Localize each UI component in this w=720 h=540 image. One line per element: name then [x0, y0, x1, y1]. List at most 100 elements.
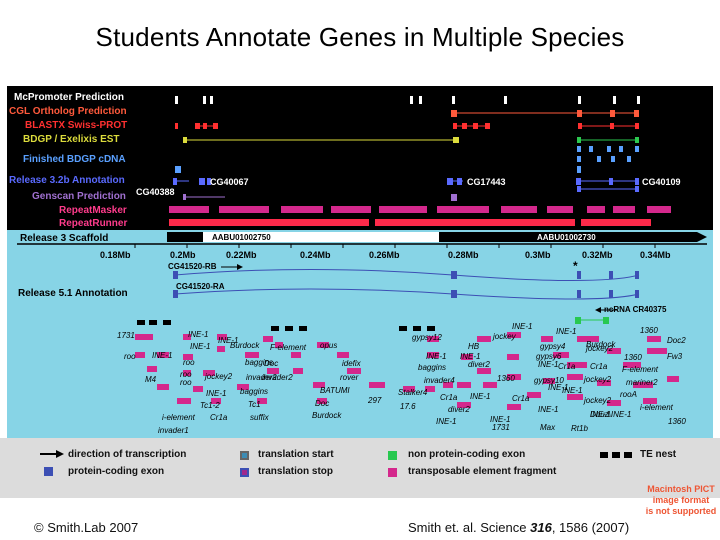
te-label: 1360	[640, 326, 658, 335]
repeatrunner-track	[169, 219, 651, 226]
te-label: 1360	[497, 374, 515, 383]
te-label: baggins	[418, 363, 447, 372]
te-label: invader1	[158, 426, 189, 435]
te-label: INE-1	[206, 389, 227, 398]
tick-label: 0.28Mb	[448, 250, 479, 260]
gene-label-cg40067: CG40067	[210, 177, 249, 187]
noncoding-exon-swatch	[388, 451, 397, 460]
te-label: gypsy12	[412, 333, 442, 342]
te-label: Tc1-2	[200, 401, 220, 410]
track-label-release32: Release 3.2b Annotation	[9, 175, 125, 186]
te-label: mariner2	[626, 378, 658, 387]
te-label: jockey2	[584, 375, 612, 384]
te-label: Doc	[315, 399, 330, 408]
te-label: Cr1a	[558, 362, 576, 371]
legend-tstop: translation stop	[258, 466, 334, 477]
tick-label: 0.2Mb	[170, 250, 196, 260]
pict-notice: Macintosh PICT image format is not suppo…	[645, 484, 717, 517]
repeatmasker-track	[169, 206, 671, 213]
te-label: INE-1	[538, 405, 559, 414]
te-label: INE-1	[562, 386, 583, 395]
te-label: Burdock	[586, 340, 616, 349]
contig-right-label: AABU01002730	[537, 233, 596, 242]
release32-track	[173, 178, 639, 192]
te-label: F-element	[270, 343, 307, 352]
te-label: gypsy10	[534, 376, 564, 385]
te-label: jockey	[493, 332, 516, 341]
te-nest-icon	[600, 452, 632, 458]
te-label: INE-1	[512, 322, 533, 331]
te-label: 1731	[492, 423, 510, 432]
te-label: INE-1	[556, 327, 577, 336]
te-label: gypsy6	[536, 352, 562, 361]
te-label: roo	[124, 352, 136, 361]
transcript-ra-label: CG41520-RA	[176, 282, 225, 291]
pict-line-3: is not supported	[645, 506, 717, 516]
track-label-repeatmasker: RepeatMasker	[59, 205, 127, 216]
te-label: INE-1	[218, 336, 239, 345]
te-label: INE-1	[490, 415, 511, 424]
legend-direction: direction of transcription	[68, 449, 187, 460]
te-label: INE-1	[590, 410, 611, 419]
te-label: jockey2	[584, 396, 612, 405]
te-label: Fw3	[667, 352, 683, 361]
te-label: 297	[368, 396, 382, 405]
gene-label-cg17443: CG17443	[467, 177, 506, 187]
legend-te: transposable element fragment	[408, 466, 557, 477]
release51-label: Release 5.1 Annotation	[18, 288, 128, 299]
gene-label-cg40388: CG40388	[136, 187, 175, 197]
te-label: Dbuz\INE-1	[590, 410, 632, 419]
translation-start-swatch	[240, 451, 249, 460]
te-label: roo	[183, 358, 195, 367]
te-label: i-element	[162, 413, 195, 422]
track-label-est: BDGP / Exelixis EST	[23, 134, 120, 145]
legend-coding: protein-coding exon	[68, 466, 165, 477]
te-nest-marks	[137, 320, 435, 331]
annotation-panel	[7, 230, 713, 438]
te-label: invader4	[424, 376, 455, 385]
te-label: Rt1b	[571, 424, 588, 433]
te-label: jockey2	[205, 372, 233, 381]
citation-pre: Smith et. al. Science	[408, 520, 531, 535]
track-label-repeatrunner: RepeatRunner	[59, 218, 128, 229]
genscan-track	[183, 194, 457, 201]
te-label: jockey2	[586, 344, 614, 353]
arrow-icon	[40, 450, 64, 458]
te-label: roo	[180, 370, 192, 379]
te-label: INE-1	[470, 392, 491, 401]
cdna-track	[175, 146, 639, 173]
coding-exon-swatch	[44, 467, 53, 476]
te-label: F-element	[622, 365, 659, 374]
te-label: Stalker4	[398, 388, 428, 397]
te-label: M4	[145, 375, 157, 384]
track-label-mcpromoter: McPromoter Prediction	[14, 92, 125, 103]
star-marker: *	[573, 259, 578, 273]
te-label: i-element	[640, 403, 673, 412]
te-label: Doc	[264, 359, 279, 368]
te-label: rover	[340, 373, 359, 382]
tick-label: 0.32Mb	[582, 250, 613, 260]
te-label: 1360	[668, 417, 686, 426]
tick-label: 0.3Mb	[525, 250, 551, 260]
te-label: HB	[468, 342, 480, 351]
est-track	[183, 137, 639, 143]
te-label: baggins	[240, 387, 269, 396]
te-label: Tc1	[248, 400, 261, 409]
tick-label: 0.34Mb	[640, 250, 671, 260]
track-label-genscan: Genscan Prediction	[32, 191, 126, 202]
footer-copyright: © Smith.Lab 2007	[34, 520, 139, 535]
te-label: 1360	[624, 353, 642, 362]
translation-stop-swatch	[240, 468, 249, 477]
legend-nest: TE nest	[640, 449, 677, 460]
te-fragments	[135, 332, 679, 410]
te-label: INE-1	[460, 352, 481, 361]
te-label: suffix	[250, 413, 269, 422]
te-label: INE-1	[188, 330, 209, 339]
transcript-rb-label: CG41520-RB	[168, 262, 217, 271]
te-label: 1731	[117, 331, 135, 340]
te-label: Burdock	[312, 411, 342, 420]
gene-annotation-figure	[7, 86, 713, 438]
track-label-cdna: Finished BDGP cDNA	[23, 154, 126, 165]
contig-left-label: AABU01002750	[212, 233, 271, 242]
scaffold-label: Release 3 Scaffold	[20, 233, 109, 244]
